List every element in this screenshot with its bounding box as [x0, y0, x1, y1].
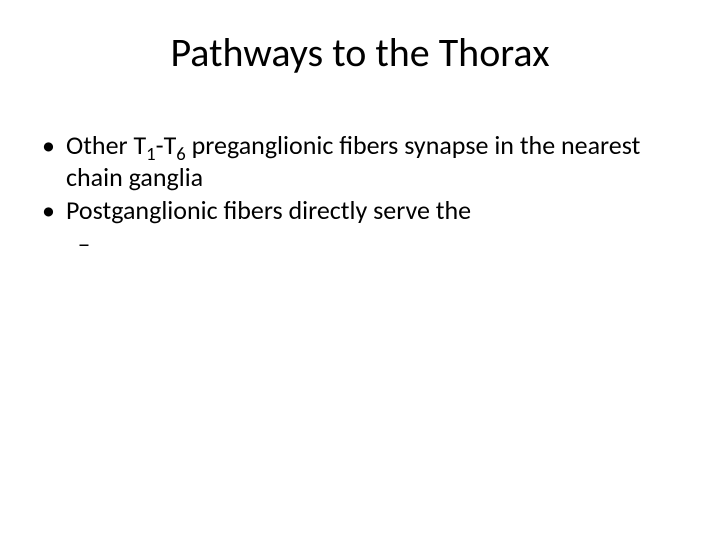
slide-body: Other T1-T6 preganglionic fibers synapse…: [38, 130, 682, 229]
bullet-1-text-pre: Other T: [66, 129, 146, 161]
bullet-2-text: Postganglionic fibers directly serve the: [66, 194, 471, 226]
bullet-item-1: Other T1-T6 preganglionic fibers synapse…: [38, 130, 682, 193]
slide: Pathways to the Thorax Other T1-T6 prega…: [0, 0, 720, 540]
bullet-list: Other T1-T6 preganglionic fibers synapse…: [38, 130, 682, 227]
slide-title: Pathways to the Thorax: [0, 28, 720, 77]
bullet-item-2: Postganglionic fibers directly serve the: [38, 195, 682, 227]
bullet-1-text-post: preganglionic fibers synapse in the near…: [66, 129, 640, 193]
bullet-1-text-mid: -T: [156, 129, 177, 161]
